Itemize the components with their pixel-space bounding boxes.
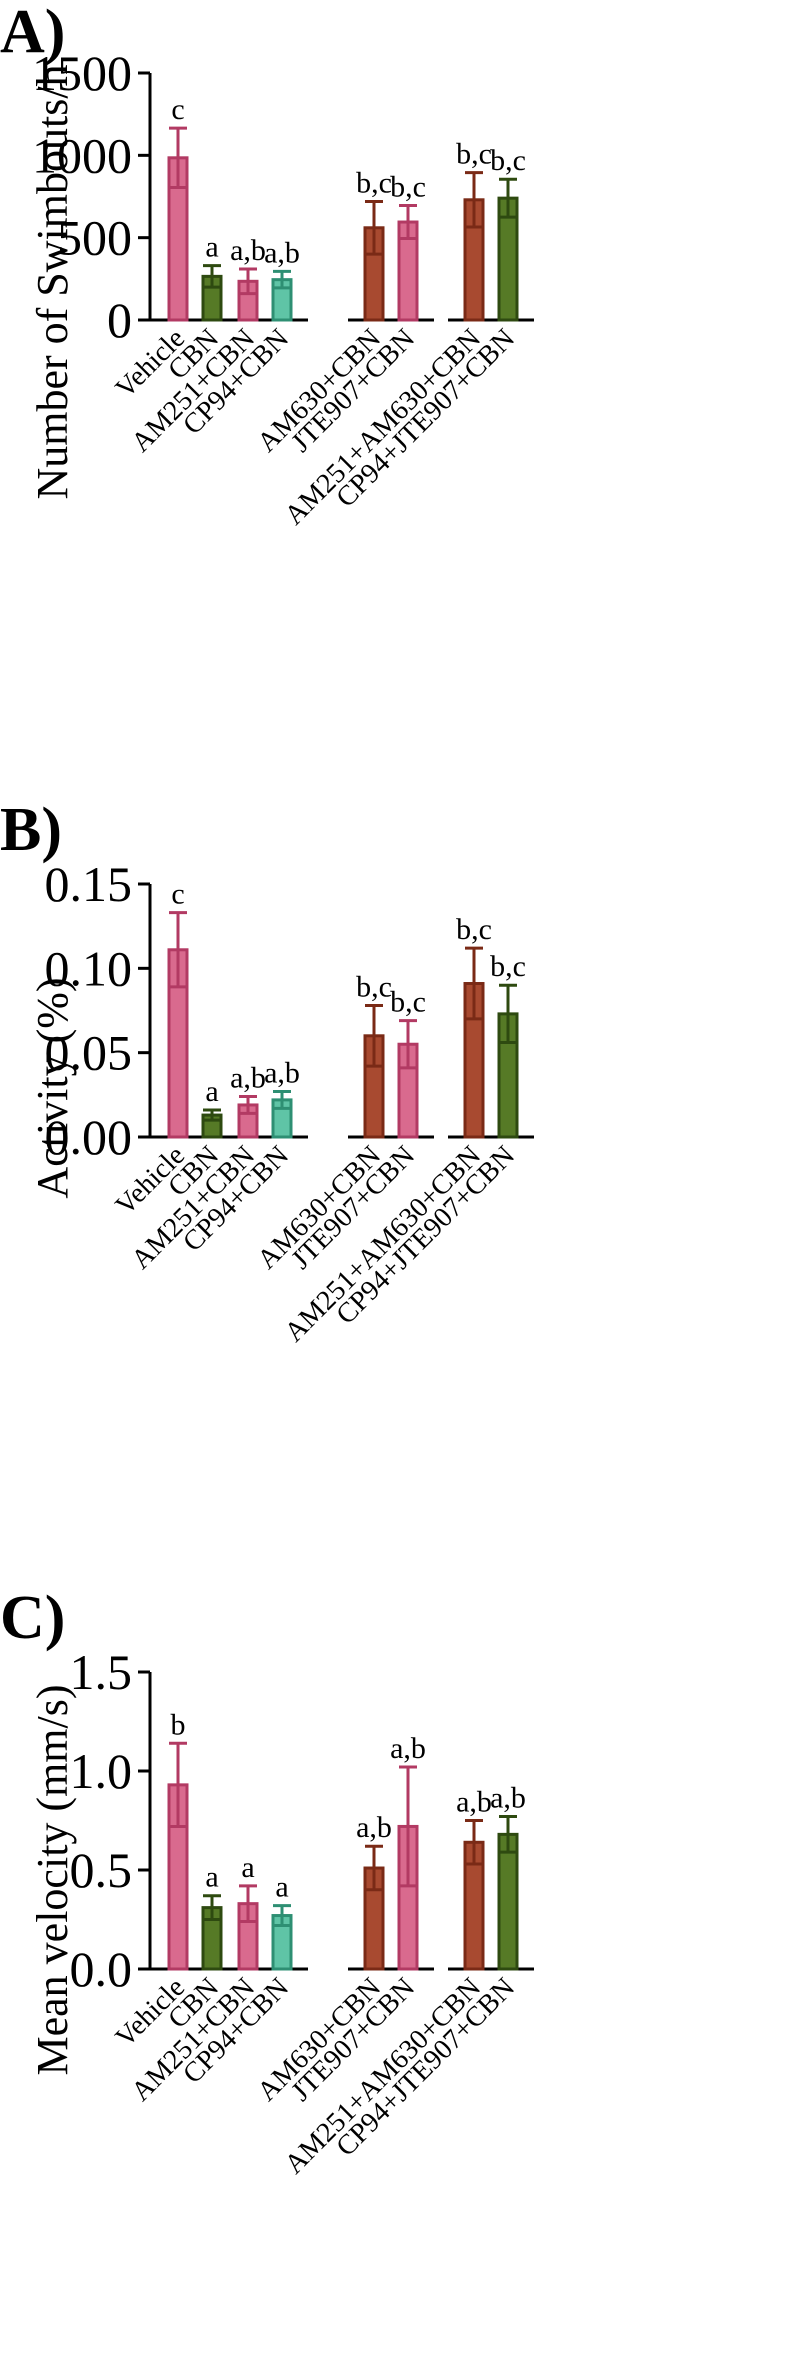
significance-label: a,b <box>264 1056 300 1089</box>
significance-label: b,c <box>490 950 526 983</box>
y-tick-label: 1000 <box>32 127 132 183</box>
y-tick-label: 0 <box>107 292 132 348</box>
significance-label: a,b <box>456 1786 492 1819</box>
significance-label: b,c <box>390 171 426 204</box>
significance-label: a,b <box>390 1732 426 1765</box>
y-axis-label-a: Number of Swimbouts/h <box>28 64 77 499</box>
y-axis-label-b: Activity (%) <box>28 977 77 1198</box>
y-tick-label: 0.00 <box>45 1109 133 1165</box>
significance-label: a,b <box>230 234 266 267</box>
y-tick-label: 0.5 <box>70 1842 133 1898</box>
panel-c: C) Mean velocity (mm/s) 0.0 0.5 1.0 1.5 b Veh… <box>0 1570 798 2362</box>
significance-label: a <box>275 1871 288 1904</box>
significance-label: a <box>205 231 218 264</box>
significance-label: a <box>205 1075 218 1108</box>
panel-label-b: B) <box>0 796 62 864</box>
significance-label: a,b <box>264 236 300 269</box>
significance-label: a <box>205 1861 218 1894</box>
y-tick-label: 1.5 <box>70 1644 133 1700</box>
chart-c-svg: C) Mean velocity (mm/s) 0.00.51.01.5bVeh… <box>0 1584 534 2180</box>
significance-label: c <box>171 878 184 911</box>
panel-label-a: A) <box>0 0 65 66</box>
significance-label: c <box>171 93 184 126</box>
panel-label-c: C) <box>0 1584 65 1652</box>
significance-label: a,b <box>356 1811 392 1844</box>
significance-label: a <box>241 1851 254 1884</box>
significance-label: b,c <box>456 913 492 946</box>
significance-label: b,c <box>356 166 392 199</box>
significance-label: a,b <box>230 1062 266 1095</box>
y-tick-label: 500 <box>57 210 132 266</box>
chart-b-svg: B) Activity (%) 0.000.050.100.15 cVehicle… <box>0 796 534 1348</box>
plot-area-c: 0.00.51.01.5bVehicleaCBNaAM251+CBNaCP94+… <box>70 1644 534 2180</box>
significance-label: b,c <box>456 138 492 171</box>
y-tick-label: 1500 <box>32 45 132 101</box>
significance-label: b,c <box>356 970 392 1003</box>
significance-label: b,c <box>490 144 526 177</box>
panel-a: A) Number of Swimbouts/h 0 500 1000 1500 c Ve… <box>0 0 798 700</box>
significance-label: b,c <box>390 986 426 1019</box>
y-tick-label: 0.10 <box>45 940 133 996</box>
y-tick-label: 0.05 <box>45 1025 133 1081</box>
y-axis-label-c: Mean velocity (mm/s) <box>28 1684 77 2075</box>
y-tick-label: 1.0 <box>70 1743 133 1799</box>
y-tick-label: 0.0 <box>70 1941 133 1997</box>
bar-c-8 <box>497 1832 519 1971</box>
chart-a-svg: A) Number of Swimbouts/h 050010001500cVe… <box>0 0 534 531</box>
plot-area-b: 0.000.050.100.15 cVehicleaCBNa,bAM251+CBN… <box>45 856 534 1348</box>
plot-area-a: 050010001500cVehicleaCBNa,bAM251+CBNa,bC… <box>32 45 534 531</box>
panel-b: B) Activity (%) 0.00 0.05 0.10 0.15 c Vehicle… <box>0 790 798 1500</box>
significance-label: b <box>171 1708 186 1741</box>
significance-label: a,b <box>490 1782 526 1815</box>
y-tick-label: 0.15 <box>45 856 133 912</box>
